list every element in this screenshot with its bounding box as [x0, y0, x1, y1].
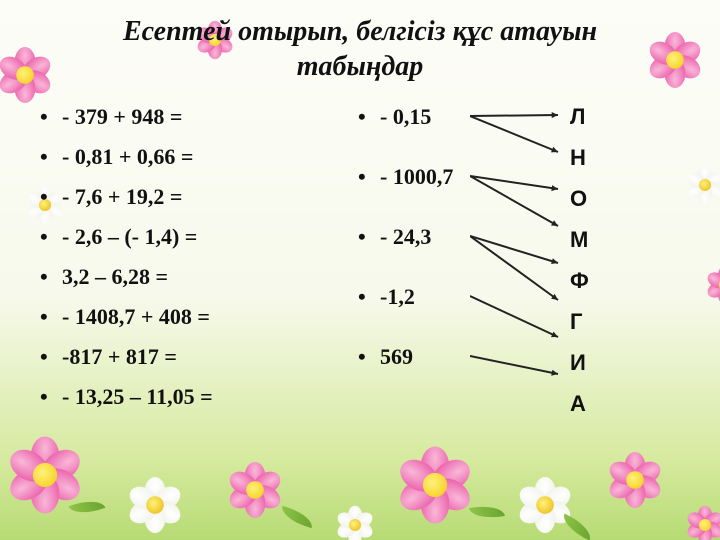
value-item: 569	[358, 344, 508, 370]
value-item: -1,2	[358, 284, 508, 310]
value-item: - 0,15	[358, 104, 508, 130]
equation-item: - 379 + 948 =	[40, 104, 340, 130]
equation-item: - 7,6 + 19,2 =	[40, 184, 340, 210]
equation-item: -817 + 817 =	[40, 344, 340, 370]
equations-list: - 379 + 948 = - 0,81 + 0,66 = - 7,6 + 19,2…	[40, 104, 340, 410]
title-line-1: Есептей отырып, белгісіз құс атауын	[123, 16, 597, 47]
letters-column: ЛНОМФГИА	[570, 104, 670, 432]
letter-item: А	[570, 391, 670, 417]
equation-item: - 2,6 – (- 1,4) =	[40, 224, 340, 250]
letter-item: Г	[570, 309, 670, 335]
values-column: - 0,15 - 1000,7 - 24,3 -1,2 569	[358, 104, 508, 404]
equation-item: - 1408,7 + 408 =	[40, 304, 340, 330]
equation-item: - 0,81 + 0,66 =	[40, 144, 340, 170]
letter-item: Ф	[570, 268, 670, 294]
letter-item: О	[570, 186, 670, 212]
equations-column: - 379 + 948 = - 0,81 + 0,66 = - 7,6 + 19,2…	[40, 104, 340, 424]
letter-item: Н	[570, 145, 670, 171]
letter-item: М	[570, 227, 670, 253]
letter-item: И	[570, 350, 670, 376]
title-line-2: табыңдар	[297, 51, 424, 82]
values-list: - 0,15 - 1000,7 - 24,3 -1,2 569	[358, 104, 508, 370]
page-title: Есептей отырып, белгісіз құс атауын табы…	[0, 14, 720, 84]
value-item: - 1000,7	[358, 164, 508, 190]
equation-item: - 13,25 – 11,05 =	[40, 384, 340, 410]
equation-item: 3,2 – 6,28 =	[40, 264, 340, 290]
letter-item: Л	[570, 104, 670, 130]
letters-list: ЛНОМФГИА	[570, 104, 670, 417]
value-item: - 24,3	[358, 224, 508, 250]
